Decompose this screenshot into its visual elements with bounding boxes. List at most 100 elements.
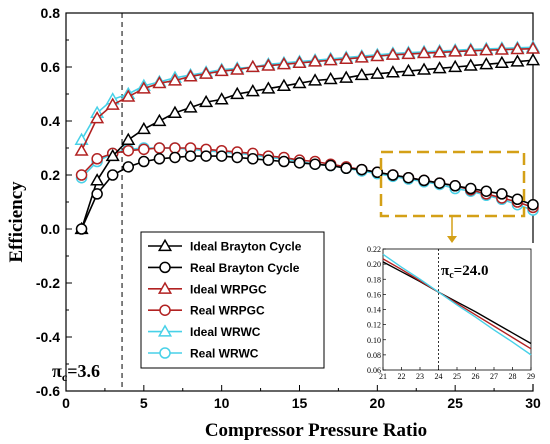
- y-tick-label: 0.2: [41, 167, 61, 183]
- annotations: πc=3.6 πc=24.0: [52, 263, 488, 384]
- data-point: [339, 51, 354, 64]
- inset-series-line: [382, 258, 532, 350]
- data-point: [527, 198, 539, 211]
- x-axis-label: Compressor Pressure Ratio: [205, 420, 427, 441]
- data-point: [261, 58, 276, 71]
- data-point: [230, 86, 245, 100]
- legend-swatch-marker: [159, 304, 171, 316]
- data-point: [152, 75, 167, 89]
- data-point: [261, 81, 276, 94]
- data-point: [74, 143, 89, 156]
- inset-plot: 21 22 23 24 25 26 27 28 29 0.22 0.20 0.18 0.16 0.14 0.…: [366, 243, 538, 384]
- data-point: [200, 150, 212, 162]
- y-tick-label: -0.6: [36, 383, 60, 399]
- data-point: [401, 46, 416, 60]
- inset-x-tick-label: 23: [416, 372, 424, 381]
- legend-label: Ideal WRWC: [190, 325, 261, 339]
- data-point: [354, 67, 369, 81]
- series-ideal-brayton-cycle: [74, 52, 541, 235]
- data-point: [169, 151, 181, 164]
- data-point: [370, 48, 385, 62]
- legend: Ideal Brayton Cycle Real Brayton Cycle Ide…: [140, 231, 325, 369]
- data-point: [136, 121, 151, 135]
- data-point: [122, 144, 135, 157]
- legend-entry: Real Brayton Cycle: [148, 261, 300, 275]
- data-point: [464, 182, 477, 195]
- inset-frame: [382, 248, 532, 371]
- data-point: [214, 63, 229, 77]
- data-point: [153, 153, 166, 165]
- data-point: [167, 105, 183, 118]
- data-point: [402, 171, 415, 184]
- data-point: [75, 169, 88, 181]
- x-tick-label: 0: [62, 395, 70, 411]
- data-point: [510, 54, 525, 67]
- data-point: [449, 180, 461, 192]
- legend-entry: Real WRPGC: [148, 304, 265, 318]
- data-point: [370, 66, 385, 79]
- inset-y-tick-label: 0.14: [367, 306, 381, 315]
- data-point: [418, 174, 430, 187]
- legend-swatch-marker: [159, 347, 171, 359]
- inset-series-line: [382, 261, 532, 345]
- data-point: [479, 57, 494, 70]
- legend-label: Real WRWC: [190, 347, 259, 361]
- y-tick-label: -0.4: [36, 329, 60, 345]
- data-point: [138, 155, 150, 168]
- zoom-indicator: [379, 150, 526, 243]
- inset-x-tick-label: 29: [527, 372, 535, 381]
- data-point: [432, 61, 447, 74]
- inset-y-tick-label: 0.22: [367, 245, 381, 254]
- inset-x-tick-label: 27: [490, 372, 498, 381]
- data-point: [245, 59, 260, 73]
- legend-label: Real Brayton Cycle: [190, 261, 300, 275]
- data-point: [385, 47, 400, 60]
- pc-annotation-inset: πc=24.0: [441, 263, 488, 281]
- data-point: [339, 70, 354, 83]
- x-tick-label: 30: [525, 395, 541, 411]
- data-point: [214, 92, 229, 105]
- inset-y-tick-label: 0.20: [367, 260, 381, 269]
- data-point: [276, 57, 291, 70]
- y-axis-label: Efficiency: [6, 181, 27, 263]
- series-real-wrpgc: [75, 142, 539, 214]
- y-tick-label: 0.6: [41, 59, 61, 75]
- data-point: [448, 59, 463, 73]
- data-point: [432, 45, 447, 58]
- data-point: [416, 45, 432, 59]
- series-real-brayton-cycle: [75, 150, 539, 235]
- data-point: [448, 44, 463, 57]
- data-point: [230, 62, 245, 75]
- data-point: [292, 55, 307, 69]
- data-point: [245, 84, 260, 97]
- inset-y-tick-label: 0.12: [367, 321, 381, 330]
- data-point: [122, 161, 135, 173]
- data-point: [354, 50, 369, 63]
- data-point: [231, 151, 243, 164]
- data-point: [433, 177, 446, 189]
- inset-series-line: [382, 253, 532, 356]
- legend-label: Real WRPGC: [190, 304, 265, 318]
- data-point: [75, 223, 88, 235]
- series-line: [80, 59, 534, 230]
- y-tick-label: -0.2: [36, 275, 60, 291]
- series-ideal-wrpgc: [74, 41, 541, 156]
- series-line: [80, 47, 534, 152]
- data-point: [262, 154, 275, 166]
- data-point: [309, 158, 321, 170]
- data-point: [479, 42, 494, 56]
- main-plot: 0 5 10 15 20 25 30 0.8 0.6 0.4 0.2 0.0 -0.2 -0.4 -0.6: [36, 5, 541, 411]
- inset-y-tick-label: 0.08: [367, 351, 381, 360]
- data-point: [292, 75, 307, 89]
- inset-x-tick-label: 21: [379, 372, 387, 381]
- series-line: [80, 147, 534, 211]
- data-point: [494, 42, 509, 55]
- y-tick-label: 0.0: [41, 221, 61, 237]
- x-tick-label: 10: [214, 395, 230, 411]
- data-point: [308, 73, 323, 86]
- legend-swatch-marker: [157, 281, 173, 294]
- inset-y-tick-label: 0.06: [367, 366, 381, 375]
- inset-y-tick-label: 0.18: [367, 275, 381, 284]
- data-point: [480, 185, 493, 197]
- inset-y-tick-label: 0.16: [367, 290, 381, 299]
